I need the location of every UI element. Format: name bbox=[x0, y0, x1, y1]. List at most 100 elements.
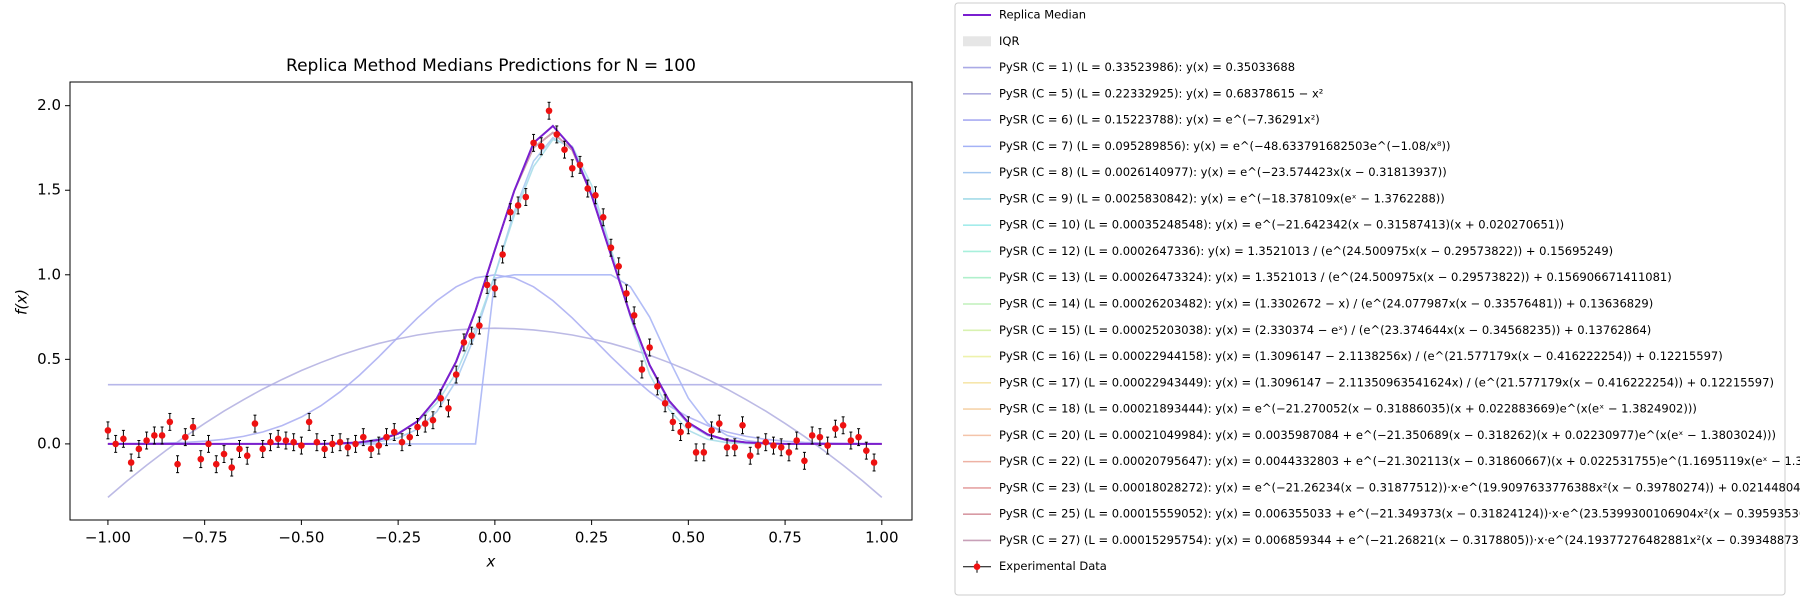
legend-swatch bbox=[973, 563, 981, 571]
data-point bbox=[174, 460, 181, 468]
data-point bbox=[236, 445, 243, 453]
legend-label: PySR (C = 25) (L = 0.00015559052): y(x) … bbox=[999, 507, 1800, 521]
pysr-line bbox=[107, 327, 883, 498]
x-tick-label: −0.50 bbox=[278, 529, 324, 547]
data-point bbox=[607, 244, 615, 252]
data-point bbox=[708, 427, 715, 434]
legend-label: PySR (C = 6) (L = 0.15223788): y(x) = e^… bbox=[999, 113, 1320, 127]
y-tick-label: 2.0 bbox=[37, 96, 61, 114]
x-tick-label: −0.25 bbox=[375, 529, 421, 547]
data-point bbox=[491, 285, 499, 292]
data-point bbox=[545, 107, 553, 115]
data-point bbox=[212, 460, 220, 468]
data-point bbox=[476, 322, 483, 329]
data-point bbox=[483, 281, 491, 289]
legend-label: PySR (C = 22) (L = 0.00020795647): y(x) … bbox=[999, 454, 1800, 468]
legend-label: PySR (C = 8) (L = 0.0026140977): y(x) = … bbox=[999, 165, 1447, 179]
legend-label: PySR (C = 16) (L = 0.00022944158): y(x) … bbox=[999, 349, 1723, 363]
legend-label: PySR (C = 23) (L = 0.00018028272): y(x) … bbox=[999, 480, 1800, 494]
data-point bbox=[739, 421, 746, 429]
pysr-line bbox=[107, 273, 882, 445]
data-point bbox=[685, 421, 692, 429]
data-point bbox=[839, 421, 847, 429]
x-tick-label: 0.25 bbox=[575, 529, 608, 547]
data-point bbox=[808, 432, 816, 439]
data-point bbox=[120, 435, 127, 443]
data-point bbox=[414, 423, 421, 431]
legend-label: PySR (C = 9) (L = 0.0025830842): y(x) = … bbox=[999, 191, 1445, 205]
x-tick-label: −0.75 bbox=[182, 529, 228, 547]
data-point bbox=[770, 442, 777, 449]
data-point bbox=[692, 449, 700, 456]
data-point bbox=[321, 445, 328, 453]
data-point bbox=[623, 290, 630, 297]
legend-box bbox=[954, 2, 1786, 596]
legend-label: PySR (C = 15) (L = 0.00025203038): y(x) … bbox=[999, 323, 1651, 337]
data-point bbox=[499, 251, 506, 258]
data-point bbox=[375, 442, 383, 449]
data-point bbox=[553, 131, 561, 138]
data-point bbox=[112, 440, 119, 448]
data-point bbox=[669, 418, 677, 426]
data-point bbox=[615, 263, 622, 270]
data-point bbox=[421, 420, 429, 427]
legend-label: PySR (C = 27) (L = 0.00015295754): y(x) … bbox=[999, 533, 1800, 547]
data-point bbox=[127, 459, 135, 466]
data-point bbox=[762, 438, 770, 446]
legend-label: PySR (C = 20) (L = 0.00021049984): y(x) … bbox=[999, 428, 1776, 442]
data-point bbox=[360, 433, 367, 441]
data-point bbox=[816, 433, 824, 441]
legend-label: PySR (C = 14) (L = 0.00026203482): y(x) … bbox=[999, 297, 1653, 311]
legend: Replica Median IQR PySR (C = 1) (L = 0.335… bbox=[954, 2, 1800, 596]
legend-label: PySR (C = 7) (L = 0.095289856): y(x) = e… bbox=[999, 139, 1450, 153]
data-point bbox=[197, 455, 205, 463]
y-axis-label: f(x) bbox=[13, 289, 31, 315]
data-point bbox=[646, 344, 653, 351]
data-point bbox=[661, 400, 669, 407]
legend-label: Replica Median bbox=[999, 8, 1086, 22]
data-point bbox=[754, 442, 762, 449]
data-point bbox=[847, 437, 855, 444]
x-tick-label: −1.00 bbox=[85, 529, 131, 547]
plot-area bbox=[104, 101, 883, 498]
data-point bbox=[530, 139, 537, 147]
data-point bbox=[282, 437, 290, 444]
legend-label: PySR (C = 13) (L = 0.00026473324): y(x) … bbox=[999, 270, 1672, 284]
data-point bbox=[143, 437, 150, 444]
data-point bbox=[561, 146, 568, 153]
x-axis-label: x bbox=[486, 553, 496, 571]
data-point bbox=[274, 435, 282, 443]
data-point bbox=[452, 371, 460, 378]
legend-label: PySR (C = 17) (L = 0.00022943449): y(x) … bbox=[999, 375, 1774, 389]
x-tick-label: 1.00 bbox=[865, 529, 898, 547]
data-point bbox=[723, 443, 731, 451]
data-point bbox=[367, 445, 375, 453]
data-point bbox=[429, 416, 437, 424]
data-point bbox=[584, 185, 592, 192]
data-point bbox=[259, 445, 267, 453]
data-point bbox=[700, 449, 708, 456]
y-tick-label: 1.5 bbox=[37, 181, 61, 199]
data-point bbox=[576, 161, 584, 169]
data-point bbox=[135, 445, 143, 453]
data-point bbox=[638, 366, 646, 373]
data-point bbox=[731, 443, 739, 451]
legend-label: PySR (C = 12) (L = 0.0002647336): y(x) =… bbox=[999, 244, 1613, 258]
data-point bbox=[336, 438, 344, 446]
data-point bbox=[158, 432, 166, 439]
data-point bbox=[104, 427, 112, 434]
data-point bbox=[437, 394, 444, 402]
data-point bbox=[793, 437, 800, 444]
data-point bbox=[313, 438, 321, 446]
data-point bbox=[189, 423, 197, 431]
data-point bbox=[205, 440, 212, 448]
plot-frame bbox=[69, 81, 913, 521]
legend-label: PySR (C = 10) (L = 0.00035248548): y(x) … bbox=[999, 218, 1564, 232]
data-point bbox=[468, 332, 475, 339]
data-point bbox=[251, 420, 259, 427]
legend-label: PySR (C = 18) (L = 0.00021893444): y(x) … bbox=[999, 402, 1697, 416]
data-point bbox=[870, 459, 878, 466]
data-point bbox=[522, 193, 530, 201]
